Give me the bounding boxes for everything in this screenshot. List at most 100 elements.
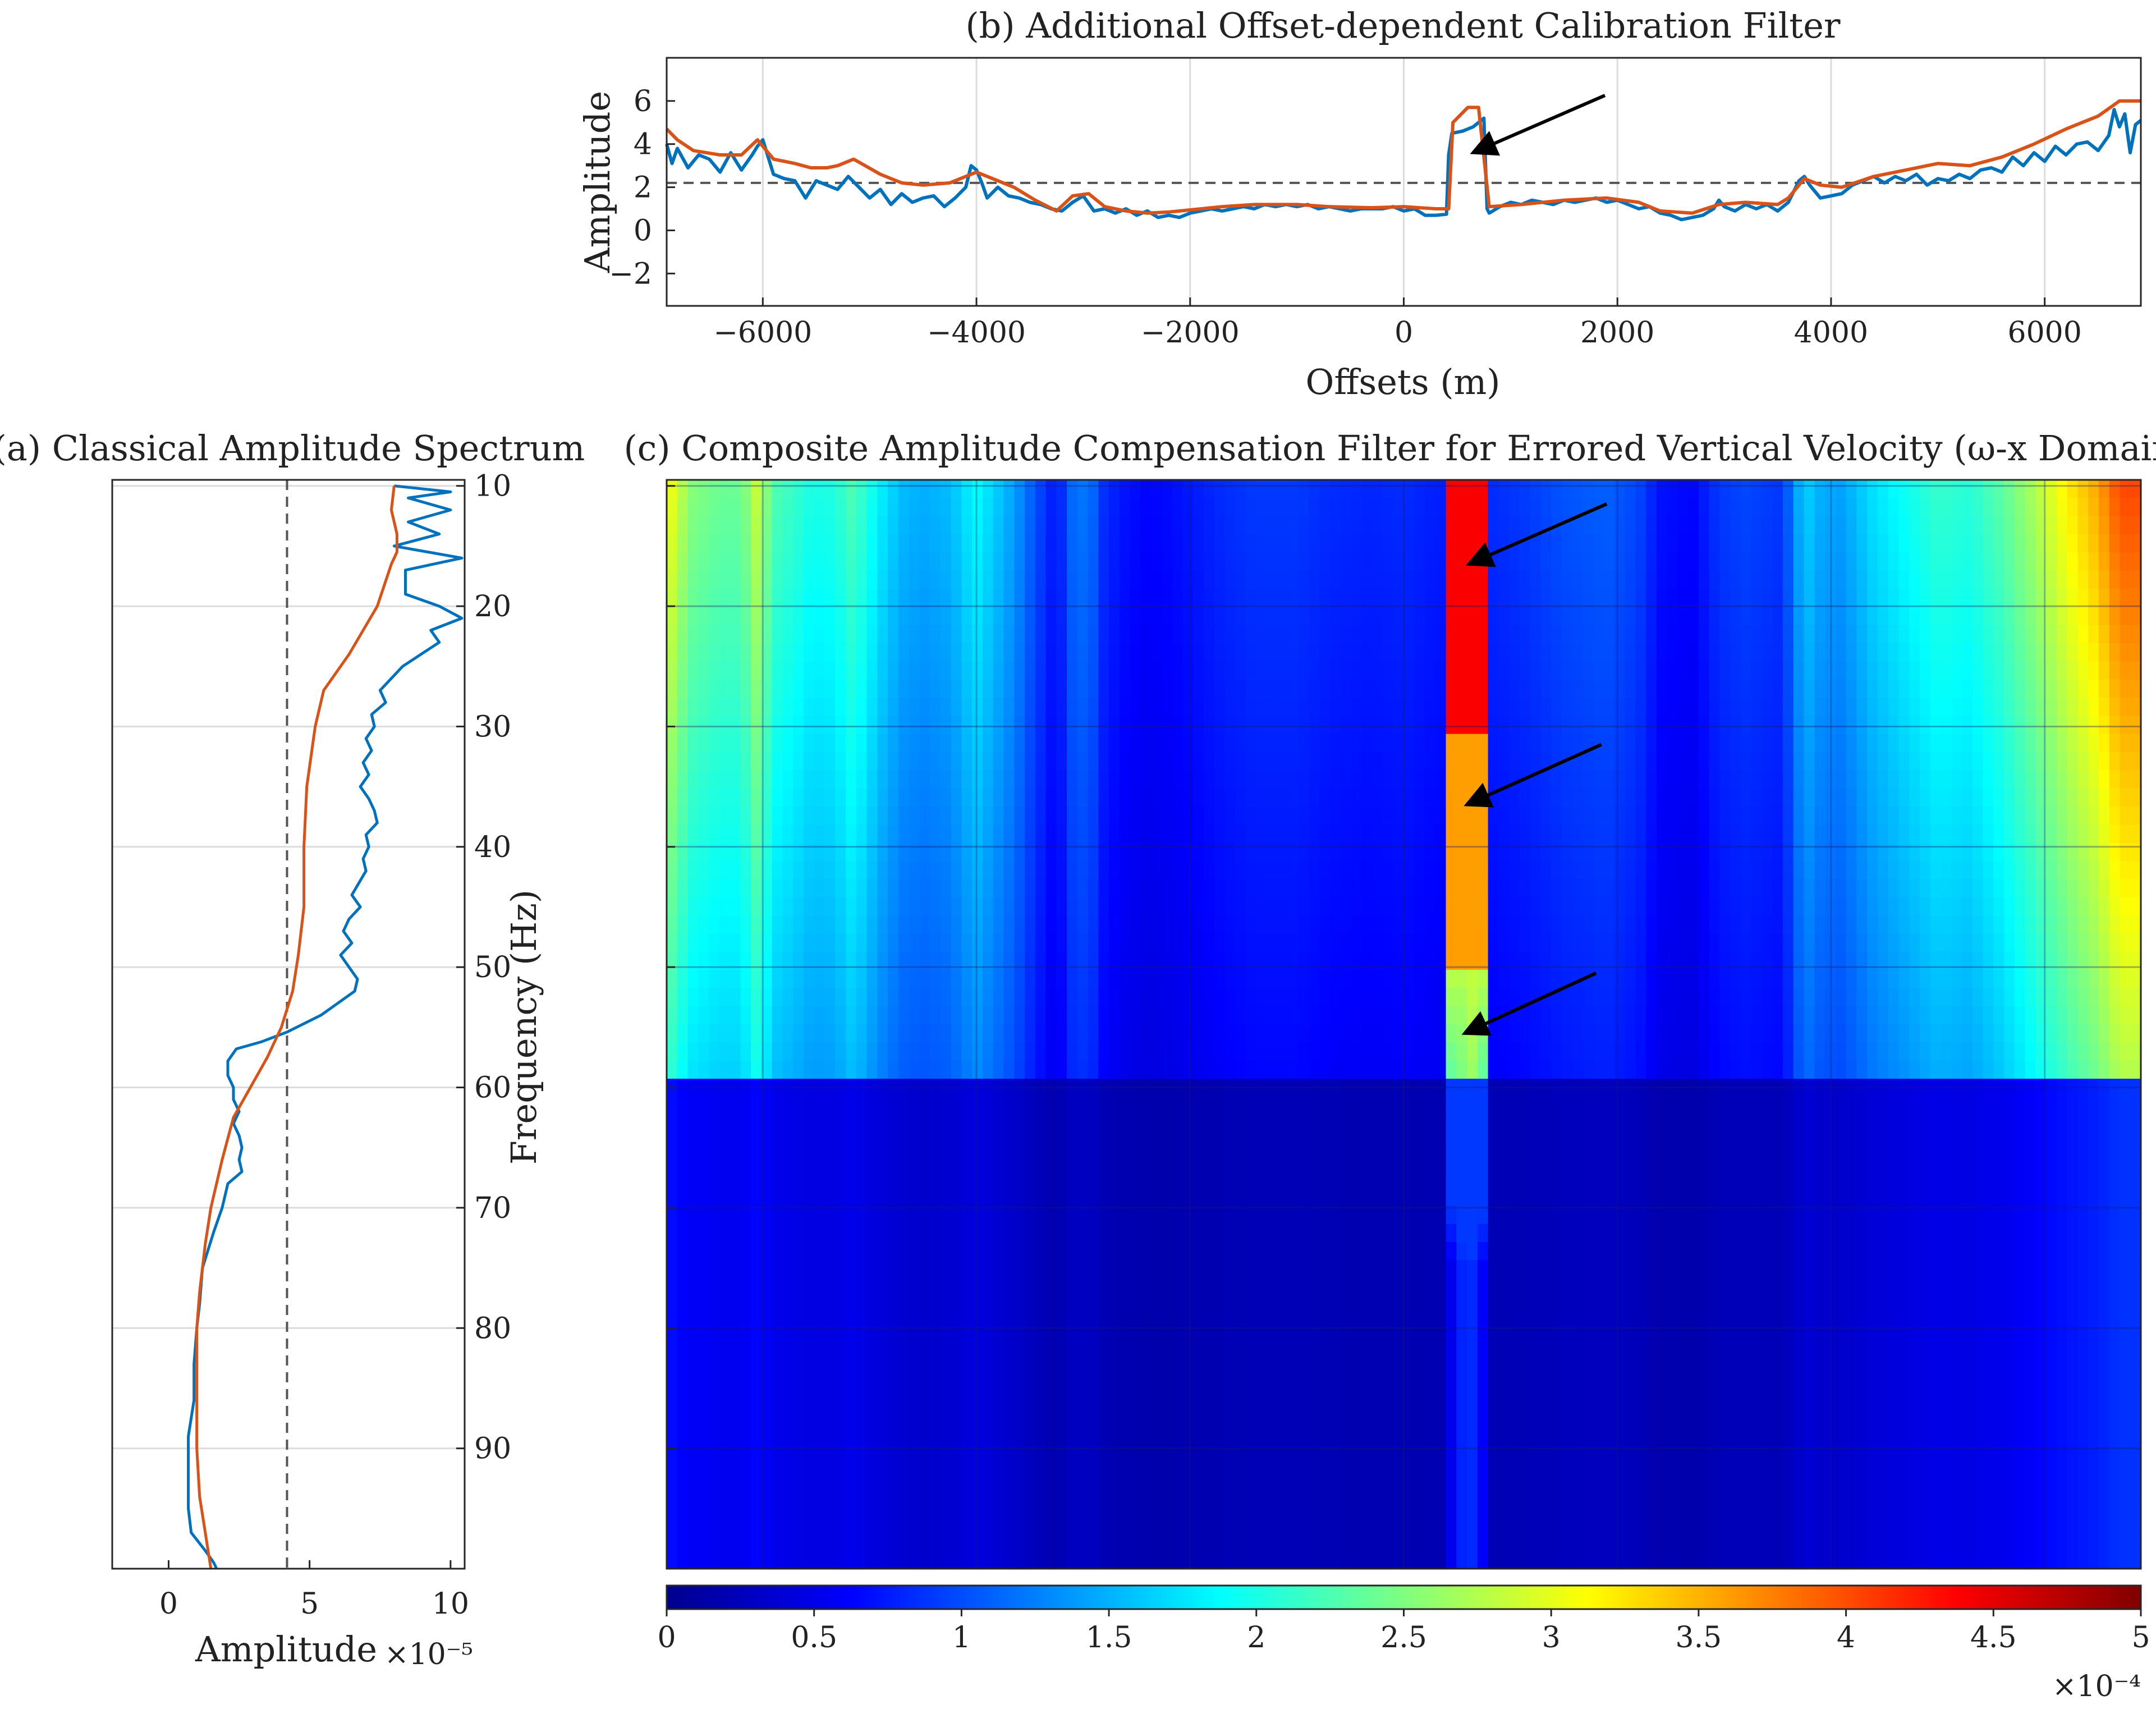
heatmap-cell bbox=[1130, 680, 1141, 698]
heatmap-cell bbox=[1330, 534, 1341, 553]
heatmap-cell bbox=[730, 534, 741, 553]
heatmap-cell bbox=[1456, 716, 1467, 734]
heatmap-cell bbox=[1003, 843, 1015, 862]
heatmap-cell bbox=[919, 643, 930, 662]
heatmap-cell bbox=[1046, 1024, 1057, 1043]
heatmap-cell bbox=[1846, 716, 1857, 734]
heatmap-cell bbox=[1677, 516, 1689, 535]
heatmap-cell bbox=[677, 861, 689, 879]
heatmap-cell bbox=[1130, 861, 1141, 879]
heatmap-cell bbox=[1920, 571, 1931, 589]
heatmap-cell bbox=[1299, 897, 1310, 916]
heatmap-cell bbox=[2109, 770, 2121, 789]
heatmap-cell bbox=[1867, 625, 1878, 644]
heatmap-cell bbox=[1846, 843, 1857, 862]
heatmap-cell bbox=[1625, 498, 1636, 516]
heatmap-cell bbox=[919, 988, 930, 1006]
heatmap-cell bbox=[1762, 1061, 1773, 1079]
heatmap-cell bbox=[1951, 661, 1962, 680]
heatmap-cell bbox=[2025, 534, 2036, 553]
heatmap-cell bbox=[961, 1097, 973, 1115]
heatmap-cell bbox=[1814, 734, 1825, 753]
heatmap-cell bbox=[1193, 1097, 1204, 1115]
panel-b-y-tick-label: 6 bbox=[634, 85, 652, 118]
heatmap-cell bbox=[1098, 770, 1109, 789]
heatmap-cell bbox=[888, 534, 899, 553]
heatmap-cell bbox=[1288, 843, 1299, 862]
heatmap-cell bbox=[1193, 1006, 1204, 1025]
heatmap-cell bbox=[1920, 915, 1931, 934]
heatmap-cell bbox=[1488, 752, 1499, 771]
heatmap-cell bbox=[1898, 516, 1910, 535]
heatmap-cell bbox=[1772, 661, 1783, 680]
heatmap-cell bbox=[1077, 933, 1089, 952]
heatmap-cell bbox=[2088, 824, 2099, 843]
heatmap-cell bbox=[2057, 680, 2068, 698]
heatmap-cell bbox=[1467, 824, 1478, 843]
heatmap-cell bbox=[1604, 1097, 1615, 1115]
heatmap-cell bbox=[1120, 498, 1131, 516]
heatmap-cell bbox=[1456, 643, 1467, 662]
heatmap-cell bbox=[719, 571, 731, 589]
heatmap-cell bbox=[888, 1061, 899, 1079]
heatmap-cell bbox=[1677, 1006, 1689, 1025]
heatmap-cell bbox=[898, 1006, 910, 1025]
heatmap-cell bbox=[1793, 498, 1805, 516]
heatmap-cell bbox=[972, 970, 983, 988]
heatmap-cell bbox=[972, 789, 983, 807]
heatmap-cell bbox=[1540, 1097, 1552, 1115]
heatmap-cell bbox=[2088, 534, 2099, 553]
heatmap-cell bbox=[1151, 680, 1162, 698]
heatmap-cell bbox=[1540, 933, 1552, 952]
heatmap-cell bbox=[1751, 879, 1763, 897]
heatmap-cell bbox=[1993, 1061, 2004, 1079]
heatmap-cell bbox=[1930, 970, 1942, 988]
heatmap-cell bbox=[1930, 1024, 1942, 1043]
heatmap-cell bbox=[856, 879, 868, 897]
heatmap-cell bbox=[1614, 552, 1626, 571]
heatmap-cell bbox=[1930, 534, 1942, 553]
heatmap-cell bbox=[1478, 680, 1489, 698]
heatmap-cell bbox=[1498, 843, 1510, 862]
heatmap-cell bbox=[867, 1042, 878, 1061]
heatmap-cell bbox=[740, 534, 751, 553]
heatmap-cell bbox=[730, 988, 741, 1006]
heatmap-cell bbox=[1414, 1042, 1425, 1061]
heatmap-cell bbox=[730, 807, 741, 825]
heatmap-cell bbox=[709, 571, 720, 589]
heatmap-cell bbox=[1951, 625, 1962, 644]
heatmap-cell bbox=[1204, 571, 1215, 589]
heatmap-cell bbox=[1677, 897, 1689, 916]
heatmap-cell bbox=[1309, 988, 1320, 1006]
heatmap-cell bbox=[698, 843, 709, 862]
heatmap-cell bbox=[1972, 1042, 1984, 1061]
heatmap-cell bbox=[1393, 789, 1405, 807]
heatmap-cell bbox=[867, 843, 878, 862]
heatmap-cell bbox=[2120, 988, 2131, 1006]
heatmap-cell bbox=[1235, 661, 1246, 680]
heatmap-cell bbox=[1235, 1097, 1246, 1115]
heatmap-cell bbox=[1225, 988, 1236, 1006]
heatmap-cell bbox=[1646, 843, 1657, 862]
heatmap-cell bbox=[1730, 1097, 1741, 1115]
heatmap-cell bbox=[1856, 625, 1868, 644]
heatmap-cell bbox=[941, 789, 952, 807]
heatmap-cell bbox=[1467, 734, 1478, 753]
heatmap-cell bbox=[1898, 861, 1910, 879]
heatmap-cell bbox=[1993, 988, 2004, 1006]
heatmap-cell bbox=[824, 879, 836, 897]
heatmap-cell bbox=[1003, 1061, 1015, 1079]
heatmap-cell bbox=[1920, 607, 1931, 625]
heatmap-cell bbox=[909, 661, 920, 680]
heatmap-cell bbox=[1299, 807, 1310, 825]
heatmap-cell bbox=[835, 1042, 846, 1061]
heatmap-cell bbox=[835, 680, 846, 698]
heatmap-cell bbox=[1204, 807, 1215, 825]
heatmap-cell bbox=[1540, 552, 1552, 571]
heatmap-cell bbox=[1856, 879, 1868, 897]
heatmap-cell bbox=[1741, 861, 1752, 879]
heatmap-cell bbox=[709, 1097, 720, 1115]
heatmap-cell bbox=[709, 988, 720, 1006]
heatmap-cell bbox=[1309, 1024, 1320, 1043]
heatmap-cell bbox=[1235, 534, 1246, 553]
